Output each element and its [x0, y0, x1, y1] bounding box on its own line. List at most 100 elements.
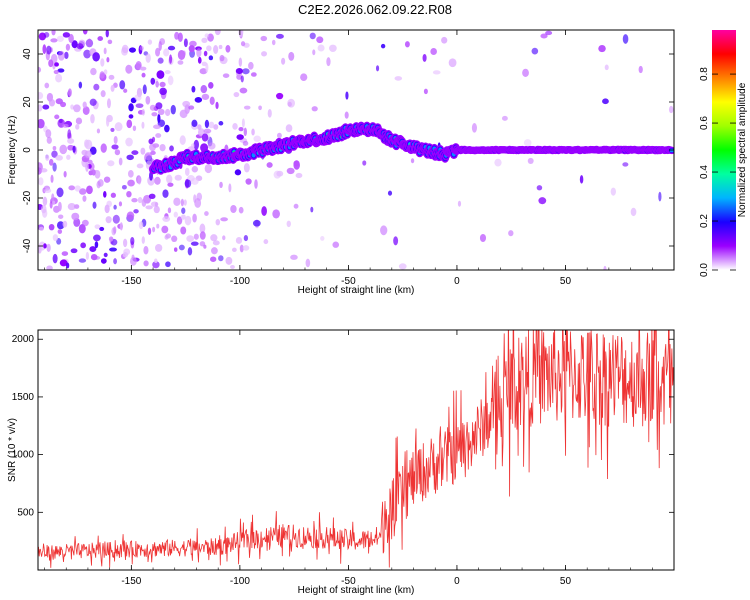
heatmap-cell [243, 163, 250, 173]
heatmap-cell [135, 60, 142, 70]
heatmap-cell [215, 101, 219, 110]
heatmap-cell [48, 59, 54, 68]
heatmap-cell [164, 70, 171, 75]
heatmap-cell [84, 150, 92, 158]
heatmap-cell [148, 138, 154, 145]
heatmap-cell [201, 37, 208, 44]
heatmap-cell [48, 223, 55, 231]
heatmap-cell [92, 201, 97, 209]
heatmap-cell [188, 45, 195, 53]
heatmap-cell [152, 226, 156, 233]
heatmap-cell [126, 154, 134, 161]
heatmap-cell [242, 245, 250, 251]
heatmap-cell [263, 239, 269, 245]
heatmap-cell [208, 81, 214, 89]
heatmap-cell [67, 202, 76, 211]
heatmap-cell [85, 251, 90, 260]
heatmap-cell [658, 191, 662, 202]
heatmap-cell [72, 145, 76, 153]
heatmap-cell [51, 150, 58, 158]
heatmap-cell [161, 225, 169, 234]
heatmap-cell [119, 80, 126, 90]
heatmap-cell [111, 144, 119, 150]
heatmap-cell [271, 39, 276, 46]
heatmap-cell [245, 178, 252, 185]
heatmap-cell [93, 83, 100, 91]
heatmap-cell [151, 112, 158, 117]
heatmap-cell [39, 226, 44, 231]
colorbar-gradient [712, 30, 736, 270]
heatmap-cell [70, 104, 74, 110]
heatmap-cell [169, 54, 173, 64]
heatmap-cell [179, 109, 188, 119]
heatmap-cells [38, 30, 674, 270]
heatmap-cell [243, 234, 249, 242]
heatmap-cell [240, 75, 244, 83]
heatmap-cell [261, 206, 267, 216]
heatmap-cell [136, 163, 144, 169]
heatmap-cell [54, 62, 59, 67]
heatmap-cell [285, 124, 293, 133]
heatmap-cell [290, 254, 298, 260]
heatmap-cell [159, 87, 167, 96]
heatmap-cell [50, 38, 58, 43]
heatmap-cell [61, 251, 69, 256]
heatmap-cell [92, 52, 100, 62]
heatmap-cell [219, 181, 223, 189]
heatmap-cell [126, 119, 133, 129]
heatmap-cell [204, 211, 209, 216]
heatmap-cell [49, 201, 53, 209]
heatmap-cell [46, 92, 54, 102]
heatmap-cell [154, 176, 161, 185]
heatmap-cell [68, 185, 76, 191]
heatmap-cell [214, 30, 221, 36]
heatmap-cell [38, 177, 44, 186]
heatmap-cell [167, 45, 176, 51]
heatmap-cell [100, 258, 107, 264]
heatmap-cell [638, 65, 643, 74]
y-tick-label: 500 [17, 507, 34, 518]
heatmap-cell [181, 207, 186, 214]
heatmap-cell [240, 41, 246, 47]
heatmap-cell [218, 44, 223, 50]
heatmap-cell [199, 223, 206, 234]
heatmap-cell [134, 94, 142, 101]
heatmap-cell [153, 205, 160, 214]
heatmap-cell [212, 240, 220, 246]
heatmap-cell [148, 193, 156, 200]
colorbar-tick-label: 0.4 [699, 165, 710, 179]
heatmap-cell [135, 103, 144, 108]
heatmap-cell [203, 50, 208, 57]
heatmap-cell [622, 34, 629, 44]
heatmap-cell [598, 44, 606, 53]
heatmap-cell [125, 64, 133, 74]
heatmap-cell [100, 58, 105, 67]
heatmap-cell [309, 32, 316, 40]
heatmap-cell [310, 206, 314, 213]
heatmap-cell [78, 258, 87, 263]
heatmap-cell [96, 128, 101, 134]
heatmap-cell [141, 198, 147, 207]
heatmap-cell [128, 114, 134, 119]
heatmap-cell [154, 258, 158, 264]
heatmap-cell [191, 85, 196, 93]
heatmap-cell [184, 179, 192, 188]
heatmap-cell [178, 244, 185, 251]
heatmap-cell [204, 163, 213, 174]
heatmap-cell [218, 255, 224, 262]
heatmap-cell [166, 174, 173, 184]
heatmap-cell [75, 117, 83, 125]
heatmap-cell [169, 145, 174, 152]
heatmap-cell [62, 32, 71, 38]
heatmap-cell [225, 256, 233, 265]
heatmap-cell [60, 101, 67, 108]
heatmap-cell [110, 192, 116, 198]
heatmap-cell [105, 30, 109, 38]
heatmap-cell [293, 160, 300, 170]
heatmap-cell [97, 179, 104, 187]
heatmap-cell [71, 212, 80, 221]
heatmap-cell [579, 175, 584, 184]
heatmap-cell [58, 118, 63, 124]
heatmap-cell [50, 174, 54, 183]
